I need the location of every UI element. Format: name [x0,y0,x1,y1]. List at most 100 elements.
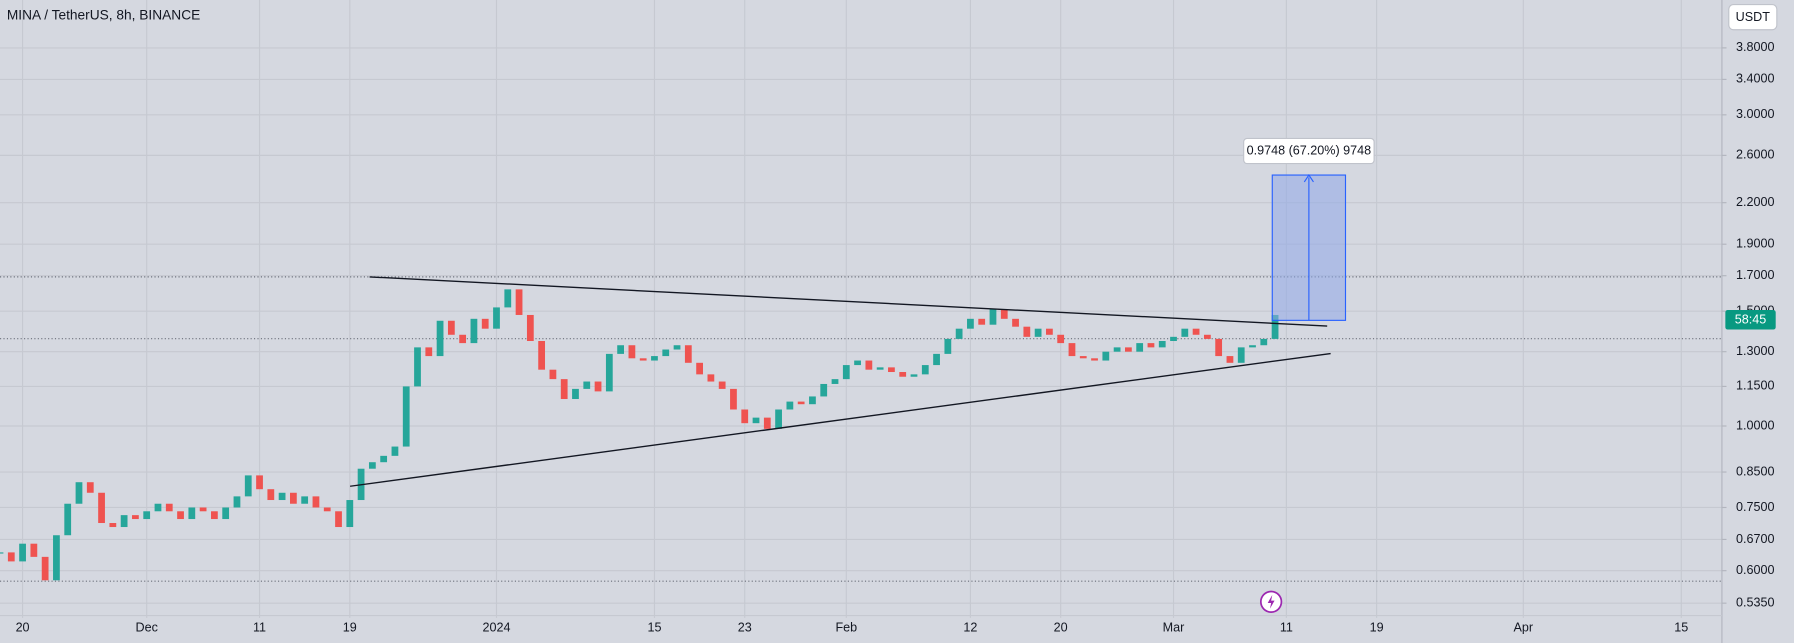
candle-body [98,492,105,524]
candle-body [888,367,895,373]
candle-body [515,289,523,315]
candle-body [594,381,602,392]
candle-body [1181,328,1189,337]
candle-body [1000,309,1008,319]
y-tick-label: 0.8500 [1736,464,1774,478]
candle-body [842,365,850,380]
candle-body [854,360,861,366]
measure-arrowhead [1303,174,1314,183]
candle-body [504,289,512,308]
candle-body [380,455,388,463]
candle-body [1091,358,1098,361]
candle-body [30,543,38,557]
candle-body [696,362,703,375]
candle-body [459,334,467,344]
candle-body [944,338,952,354]
candle-body [1158,341,1166,348]
candle-body [820,383,828,397]
y-tick-label: 3.8000 [1736,40,1774,54]
y-tick-label: 1.3000 [1736,344,1774,358]
trend-line-lower [350,352,1331,487]
candle-body [1215,338,1223,357]
currency-button[interactable] [1728,4,1778,31]
candles [0,289,1279,581]
candle-body [1057,334,1065,344]
candle-body [673,345,681,350]
candle-body [662,349,670,357]
candle-body [323,507,331,512]
candle-body [1170,336,1177,342]
candle-body [797,401,805,405]
measure-label: 0.9748 (67.20%) 9748 [1247,143,1371,157]
candle-body [211,511,218,520]
candle-body [1136,343,1144,352]
candle-body [549,369,557,380]
candle-body [244,475,252,497]
candle-body [436,320,444,357]
grid [0,0,1722,618]
candle-body [391,446,399,456]
y-tick-label: 1.9000 [1736,237,1774,251]
x-tick-label: 19 [343,620,357,634]
candle-body [831,379,839,384]
candle-body [256,475,263,490]
candle-body [1102,351,1110,361]
countdown: 58:45 [1735,313,1766,327]
candle-body [899,372,907,377]
candle-body [1192,328,1200,335]
candle-body [301,496,309,504]
candle-body [7,552,15,562]
y-tick-label: 1.1500 [1736,379,1774,393]
candle-body [865,360,873,370]
candle-body [1079,356,1087,359]
candle-body [763,417,771,429]
candle-body [53,535,60,581]
currency-label: USDT [1736,10,1771,24]
candle-body [86,482,94,493]
candle-body [752,417,760,424]
candle-body [493,307,500,329]
candle-body [876,367,884,370]
x-tick-label: 2024 [482,620,510,634]
candle-body [1249,345,1256,348]
candle-body [730,388,737,410]
x-tick-label: 20 [1054,620,1068,634]
candle-body [233,496,241,508]
candle-body [538,341,546,370]
candle-body [199,507,207,512]
candle-body [154,503,162,512]
candle-body [278,492,286,501]
candle-body [402,386,410,447]
candle-body [165,503,173,512]
candle-body [109,523,117,528]
candle-body [978,318,986,325]
candle-body [289,492,297,504]
candle-body [786,401,794,410]
candle-body [368,462,376,469]
x-tick-label: 20 [16,620,30,634]
candle-body [718,381,726,389]
candle-body [1034,328,1042,337]
y-tick-label: 0.7500 [1736,500,1774,514]
x-tick-label: 11 [253,620,266,634]
x-tick-label: 15 [1674,620,1688,634]
candle-body [921,365,929,375]
x-tick-label: Dec [136,620,158,634]
candle-body [1125,347,1132,352]
y-tick-label: 2.6000 [1736,148,1774,162]
candle-body [933,353,940,366]
candle-body [910,374,918,377]
candle-body [425,347,433,357]
candle-body [447,320,455,335]
candle-body [639,358,647,361]
candle-body [470,318,478,344]
x-tick-label: 15 [647,620,661,634]
candle-body [707,374,715,382]
axes: 3.8000 3.4000 3.0000 2.6000 2.2000 1.9000 1.70… [16,40,1775,634]
x-tick-label: Mar [1163,620,1185,634]
y-tick-label: 0.6000 [1736,563,1774,577]
candle-body [1113,347,1121,352]
